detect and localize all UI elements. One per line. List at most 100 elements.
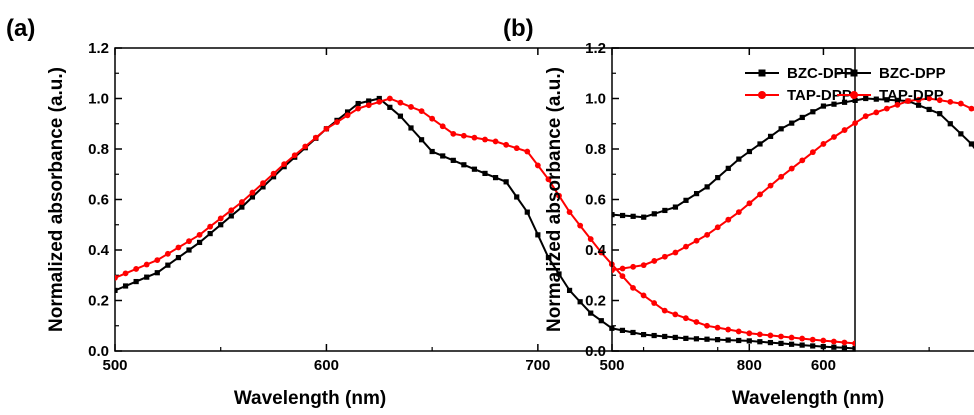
data-point-square — [270, 174, 277, 180]
legend-label: TAP-DPP — [879, 87, 944, 104]
data-point-circle — [714, 224, 721, 231]
data-point-circle — [672, 249, 679, 256]
data-point-circle — [503, 141, 510, 148]
data-point-square — [672, 334, 678, 341]
data-point-circle — [164, 250, 171, 257]
data-point-square — [376, 95, 382, 102]
x-axis-title: Wavelength (nm) — [732, 388, 884, 409]
data-point-square — [746, 338, 752, 344]
legend-marker — [850, 91, 858, 99]
data-point-square — [260, 184, 266, 190]
data-point-square — [133, 278, 139, 285]
data-point-circle — [270, 170, 277, 177]
data-point-square — [704, 184, 710, 190]
data-point-circle — [651, 258, 658, 264]
data-point-square — [662, 207, 668, 214]
data-point-circle — [302, 143, 309, 150]
data-point-square — [612, 212, 615, 218]
data-point-square — [683, 335, 689, 341]
data-point-square — [799, 114, 805, 121]
legend-label: TAP-DPP — [787, 87, 852, 104]
y-axis-title: Normalized absorbance (a.u.) — [544, 67, 565, 332]
data-point-square — [524, 209, 530, 215]
data-point-square — [154, 270, 160, 276]
data-point-square — [947, 121, 953, 127]
data-point-square — [757, 141, 763, 147]
data-point-circle — [344, 112, 351, 119]
data-point-circle — [291, 152, 298, 159]
panel-a: (a) 500 600 700 800 0.0 0.2 0.4 0.6 0.8 1.0 1.2 Wave… — [6, 15, 856, 409]
data-point-square — [630, 329, 636, 336]
legend-label: BZC-DPP — [787, 65, 854, 82]
data-point-square — [725, 337, 731, 343]
panel-b: (b) 500 600 0.0 0.2 0.4 0.6 0.8 1.0 1.2 Wavelength… — [503, 15, 974, 409]
series-line-bzc-dpp — [612, 97, 974, 219]
data-point-square — [196, 239, 203, 246]
y-tick-label: 0.0 — [88, 343, 109, 360]
data-point-circle — [809, 336, 816, 343]
data-point-circle — [122, 270, 129, 277]
data-point-square — [841, 345, 848, 351]
data-point-circle — [820, 141, 827, 147]
data-point-circle — [830, 338, 837, 345]
data-point-square — [841, 99, 848, 105]
data-point-square — [207, 230, 213, 237]
data-point-square — [471, 166, 478, 172]
data-point-square — [672, 204, 679, 210]
data-point-square — [778, 126, 784, 132]
data-point-circle — [915, 96, 922, 103]
data-point-circle — [757, 191, 763, 198]
data-point-square — [366, 98, 372, 104]
data-point-circle — [746, 330, 753, 337]
data-point-circle — [450, 130, 457, 137]
data-point-circle — [115, 274, 118, 281]
x-tick-label: 600 — [314, 357, 339, 374]
data-point-square — [545, 254, 552, 261]
data-point-circle — [661, 307, 668, 314]
data-point-circle — [852, 340, 855, 347]
data-point-circle — [640, 292, 647, 299]
data-point-square — [968, 141, 974, 147]
data-point-circle — [735, 209, 742, 216]
data-point-square — [831, 101, 837, 107]
data-point-square — [408, 125, 414, 131]
data-point-circle — [386, 95, 393, 102]
data-point-circle — [926, 95, 933, 102]
series-group — [115, 95, 855, 351]
series-group — [612, 95, 974, 274]
data-point-square — [440, 153, 446, 159]
data-point-circle — [408, 104, 414, 110]
data-point-circle — [661, 253, 668, 260]
data-point-square — [482, 170, 488, 177]
data-point-circle — [936, 97, 943, 104]
data-point-circle — [439, 123, 446, 130]
data-point-square — [239, 204, 245, 210]
data-point-square — [863, 95, 869, 102]
data-point-square — [418, 137, 425, 143]
data-point-circle — [217, 215, 224, 222]
data-point-circle — [534, 162, 541, 169]
data-point-circle — [693, 319, 700, 325]
legend-marker — [758, 91, 766, 99]
data-point-circle — [651, 300, 658, 306]
data-point-square — [218, 222, 224, 228]
data-point-square — [556, 271, 562, 277]
data-point-circle — [852, 120, 859, 127]
y-tick-label: 1.2 — [88, 40, 109, 57]
data-point-square — [115, 287, 118, 293]
data-point-circle — [683, 243, 689, 250]
data-point-circle — [323, 125, 330, 132]
data-point-circle — [612, 267, 615, 274]
legend-marker — [850, 69, 858, 77]
x-tick-label: 500 — [102, 357, 127, 374]
data-point-square — [535, 232, 541, 238]
data-point-circle — [778, 173, 785, 180]
data-point-square — [810, 343, 816, 349]
data-point-circle — [365, 102, 372, 109]
data-point-square — [926, 106, 932, 113]
panel-label: (a) — [6, 15, 35, 42]
data-point-square — [799, 342, 805, 348]
data-point-circle — [841, 339, 848, 346]
data-point-square — [894, 97, 901, 103]
data-point-square — [175, 254, 182, 261]
